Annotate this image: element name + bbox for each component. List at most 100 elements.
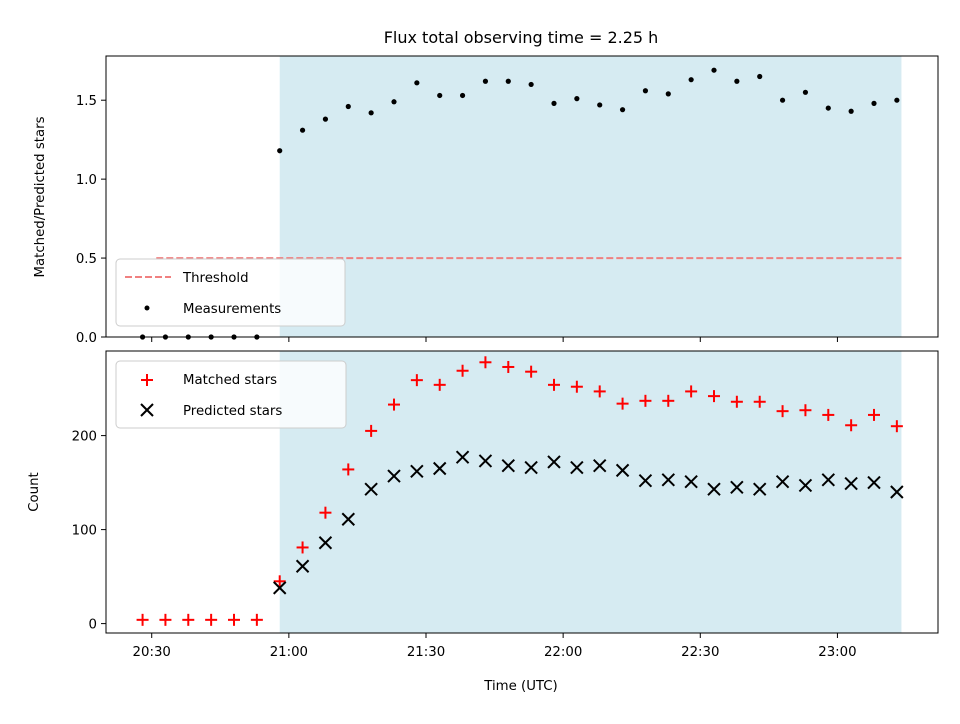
predicted-star-point: [707, 482, 721, 496]
x-axis-label: Time (UTC): [483, 679, 558, 694]
predicted-star-point: [593, 458, 607, 473]
bottom-y-axis-ticks: 0 100 200: [72, 430, 106, 633]
measurement-point: [642, 88, 649, 94]
predicted-star-point: [570, 460, 584, 475]
predicted-star-point: [387, 469, 401, 483]
measurement-point: [414, 80, 420, 86]
measurement-point: [299, 127, 306, 133]
predicted-star-point: [844, 476, 858, 491]
bottom-legend: Matched stars Predicted stars: [115, 360, 347, 429]
predicted-star-point: [730, 480, 744, 495]
measurement-point: [711, 67, 717, 73]
top-y-tick-label: 1.5: [76, 94, 97, 109]
matched-star-point: [616, 397, 629, 410]
x-tick-label: 23:00: [818, 645, 856, 660]
top-y-axis-ticks: 0.0 0.5 1.0 1.5: [76, 94, 106, 346]
predicted-star-point: [273, 581, 287, 595]
legend-matched-label: Matched stars: [183, 373, 277, 388]
predicted-star-point: [547, 455, 561, 469]
measurement-point: [459, 92, 466, 99]
x-tick-label: 22:30: [681, 645, 719, 660]
measurement-point: [871, 100, 877, 106]
measurement-point: [528, 81, 534, 88]
predicted-star-point: [478, 454, 493, 468]
matched-star-point: [250, 613, 263, 626]
measurement-point: [825, 105, 831, 111]
measurement-point: [894, 97, 900, 103]
measurement-point: [848, 108, 854, 114]
legend-measurements-label: Measurements: [183, 302, 281, 317]
predicted-star-point: [661, 473, 675, 487]
measurement-point: [277, 148, 283, 154]
measurement-point: [551, 100, 557, 106]
matched-star-point: [136, 613, 149, 626]
matched-star-point: [433, 378, 446, 391]
predicted-star-point: [684, 474, 698, 489]
measurement-point: [757, 73, 763, 80]
measurement-point: [345, 103, 351, 110]
measurement-point: [505, 78, 511, 84]
legend-matched-swatch: [141, 374, 153, 386]
legend-predicted-swatch: [140, 403, 154, 417]
matched-star-point: [890, 420, 903, 433]
top-y-tick-label: 1.0: [76, 173, 97, 188]
measurement-points: [139, 67, 900, 340]
measurement-point: [482, 78, 489, 84]
matched-star-point: [228, 613, 240, 626]
matched-star-point: [662, 394, 675, 407]
measurement-point: [734, 78, 740, 84]
matched-star-point: [525, 365, 538, 378]
measurement-point: [368, 110, 374, 116]
bottom-panel: 0 100 200 20:30 21:00 21:30 22:00 22:30 23:00 C…: [27, 350, 939, 694]
measurement-point: [802, 89, 809, 95]
matched-star-point: [708, 390, 720, 403]
matched-star-point: [639, 394, 652, 407]
matched-star-point: [388, 398, 400, 411]
measurement-point: [574, 96, 580, 102]
legend-measurements-swatch: [144, 305, 150, 311]
top-legend-box: [115, 258, 346, 327]
legend-threshold-label: Threshold: [182, 271, 249, 286]
matched-star-point: [342, 463, 355, 476]
matched-star-point: [182, 613, 195, 626]
matched-star-point: [593, 385, 606, 398]
x-tick-label: 22:00: [544, 645, 582, 660]
predicted-stars-points: [273, 450, 904, 595]
measurement-point: [779, 97, 786, 103]
predicted-star-point: [890, 485, 904, 499]
predicted-star-point: [410, 464, 424, 479]
predicted-star-point: [341, 512, 355, 526]
bottom-x-axis-ticks: 20:30 21:00 21:30 22:00 22:30 23:00: [133, 633, 857, 660]
bottom-y-tick-label: 0: [89, 618, 97, 633]
bottom-legend-box: [115, 360, 347, 429]
bottom-y-tick-label: 200: [72, 430, 97, 445]
predicted-star-point: [524, 460, 538, 475]
matched-star-point: [799, 404, 812, 417]
measurement-point: [322, 116, 329, 122]
top-panel: 0.0 0.5 1.0 1.5 Matched/Predicted stars Thr…: [33, 55, 939, 346]
x-tick-label: 21:00: [270, 645, 308, 660]
predicted-star-point: [615, 463, 630, 478]
top-x-axis-ticks: [151, 337, 838, 342]
matched-star-point: [753, 395, 766, 408]
measurement-point: [665, 91, 671, 97]
matched-star-point: [502, 360, 515, 373]
predicted-star-point: [318, 536, 333, 550]
top-observing-span: [279, 56, 902, 337]
predicted-star-point: [867, 475, 881, 490]
x-tick-label: 21:30: [407, 645, 445, 660]
x-tick-label: 20:30: [133, 645, 171, 660]
predicted-star-point: [455, 450, 470, 464]
matched-star-point: [205, 613, 218, 626]
top-y-axis-label: Matched/Predicted stars: [33, 116, 48, 277]
measurement-point: [597, 102, 603, 108]
predicted-star-point: [775, 474, 790, 489]
predicted-star-point: [501, 458, 515, 473]
matched-stars-points: [136, 356, 903, 626]
matched-star-point: [868, 408, 880, 421]
matched-star-point: [776, 405, 789, 418]
bottom-y-axis-label: Count: [27, 472, 42, 512]
top-y-tick-label: 0.0: [76, 331, 97, 346]
measurement-point: [391, 99, 397, 105]
